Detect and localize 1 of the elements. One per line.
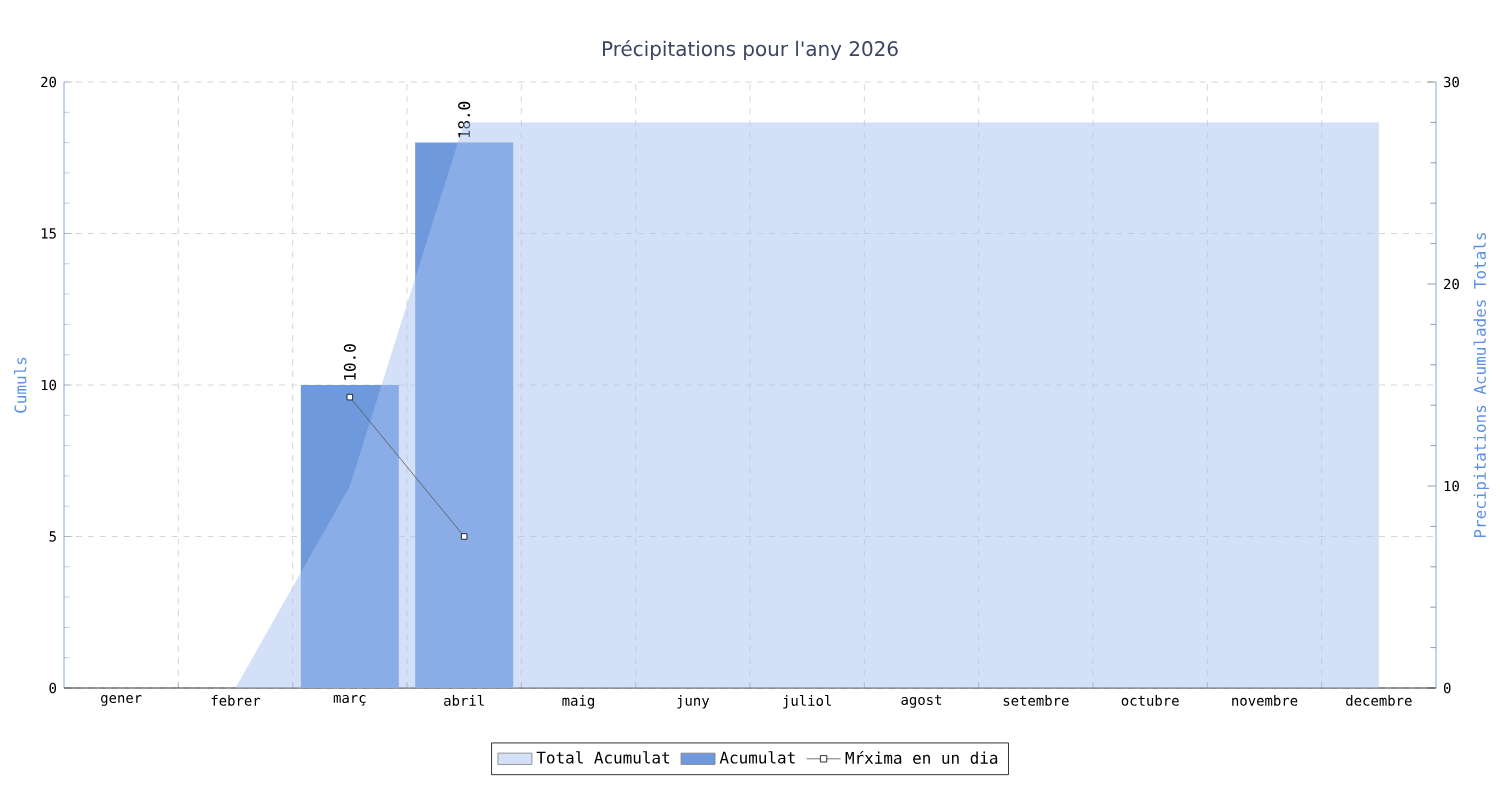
chart-title: Précipitations pour l'any 2026 <box>603 39 898 61</box>
